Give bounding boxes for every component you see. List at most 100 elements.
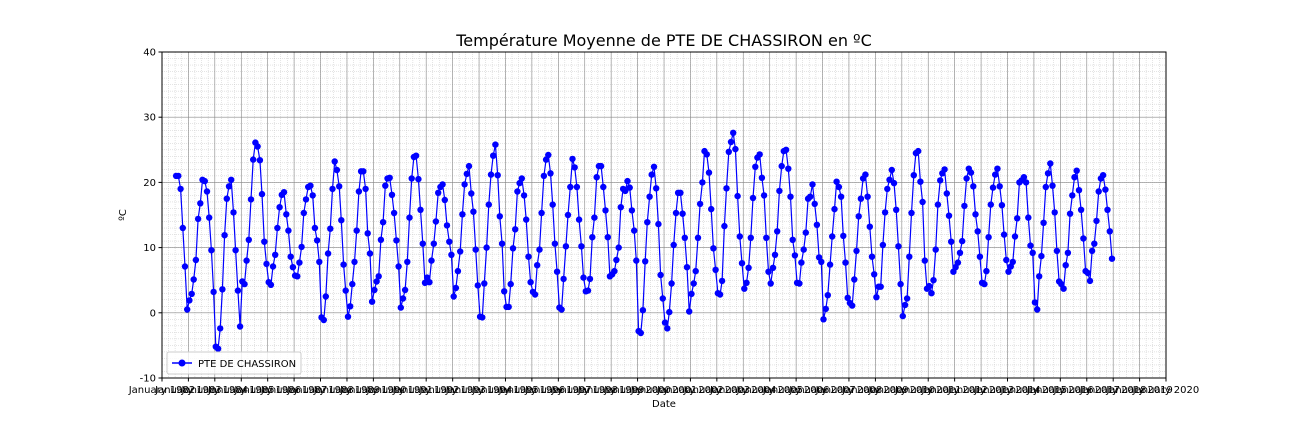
data-point: [395, 263, 402, 270]
data-point: [712, 266, 719, 273]
data-point: [833, 178, 840, 185]
y-tick-label: 40: [143, 48, 156, 59]
data-point: [509, 245, 517, 252]
data-point: [835, 183, 843, 191]
data-point: [454, 267, 462, 275]
data-point: [593, 174, 600, 181]
data-point: [1069, 192, 1076, 199]
data-point: [1011, 233, 1019, 240]
data-point: [943, 190, 950, 197]
x-tick-label: January 2005: [735, 385, 803, 396]
data-point: [727, 138, 735, 146]
data-point: [269, 263, 277, 270]
data-point: [747, 234, 754, 241]
x-tick-label: January 1994: [445, 385, 513, 396]
data-point: [1047, 160, 1054, 167]
data-point: [192, 256, 200, 264]
data-point: [221, 232, 228, 239]
data-point: [732, 145, 739, 153]
data-point: [463, 170, 470, 178]
data-point: [926, 282, 933, 290]
data-point: [716, 291, 724, 298]
data-point: [903, 295, 911, 302]
data-point: [1009, 258, 1016, 266]
legend-dot-marker: [178, 359, 186, 367]
data-point: [430, 240, 437, 247]
data-point: [1106, 228, 1114, 235]
data-point: [981, 280, 988, 288]
data-point: [258, 190, 266, 198]
data-point: [483, 244, 490, 251]
data-point: [285, 227, 292, 234]
x-axis-label: Date: [652, 399, 676, 410]
data-point: [547, 170, 554, 177]
data-point: [862, 171, 869, 178]
data-point: [987, 201, 994, 208]
data-point: [324, 250, 332, 257]
data-point: [461, 181, 468, 188]
data-point: [769, 264, 777, 271]
x-tick-label: January 1987: [260, 385, 328, 396]
data-point: [976, 253, 984, 260]
data-point: [553, 268, 561, 275]
y-tick-label: 30: [143, 113, 156, 124]
data-point: [210, 288, 217, 296]
data-point: [800, 246, 807, 253]
data-point: [336, 183, 343, 190]
data-point: [505, 303, 512, 311]
data-point: [818, 258, 825, 266]
data-point: [366, 250, 374, 257]
data-point: [849, 302, 856, 309]
data-point: [311, 224, 319, 232]
data-point: [899, 312, 906, 320]
x-tick-label: January 2018: [1079, 385, 1147, 396]
data-point: [201, 177, 208, 185]
data-point: [932, 246, 939, 253]
data-point: [393, 237, 400, 244]
data-point: [272, 251, 279, 258]
data-point: [333, 166, 341, 174]
data-point: [628, 207, 636, 214]
data-point: [736, 233, 743, 240]
data-point: [661, 319, 669, 326]
data-point: [622, 187, 629, 195]
data-point: [534, 262, 541, 269]
data-point: [234, 287, 242, 294]
data-point: [778, 162, 785, 170]
data-point: [490, 152, 497, 159]
data-point: [1099, 172, 1107, 179]
data-point: [527, 279, 534, 286]
data-point: [558, 306, 565, 313]
data-point: [1014, 215, 1021, 222]
data-point: [562, 243, 570, 250]
data-point: [855, 213, 862, 220]
data-point: [749, 194, 757, 202]
data-point: [520, 192, 528, 199]
data-point: [954, 259, 962, 266]
data-point: [316, 258, 323, 266]
data-point: [338, 217, 345, 224]
data-point: [439, 181, 446, 188]
data-point: [487, 171, 495, 178]
data-point: [446, 238, 453, 245]
data-point: [881, 209, 889, 216]
data-point: [1000, 231, 1008, 238]
data-point: [320, 316, 327, 324]
data-point: [686, 308, 693, 315]
data-point: [741, 285, 748, 292]
data-point: [298, 243, 305, 251]
data-point: [287, 253, 294, 260]
data-point: [600, 183, 607, 191]
data-point: [580, 274, 587, 281]
x-tick-label: January 2009: [841, 385, 909, 396]
data-point: [1034, 306, 1041, 313]
data-point: [382, 182, 389, 189]
data-point: [824, 292, 831, 299]
data-point: [796, 280, 803, 287]
data-point: [353, 227, 360, 234]
data-point: [659, 295, 666, 302]
data-point: [602, 207, 609, 214]
data-point: [1062, 262, 1069, 269]
data-point: [1077, 206, 1085, 213]
data-point: [679, 210, 686, 217]
